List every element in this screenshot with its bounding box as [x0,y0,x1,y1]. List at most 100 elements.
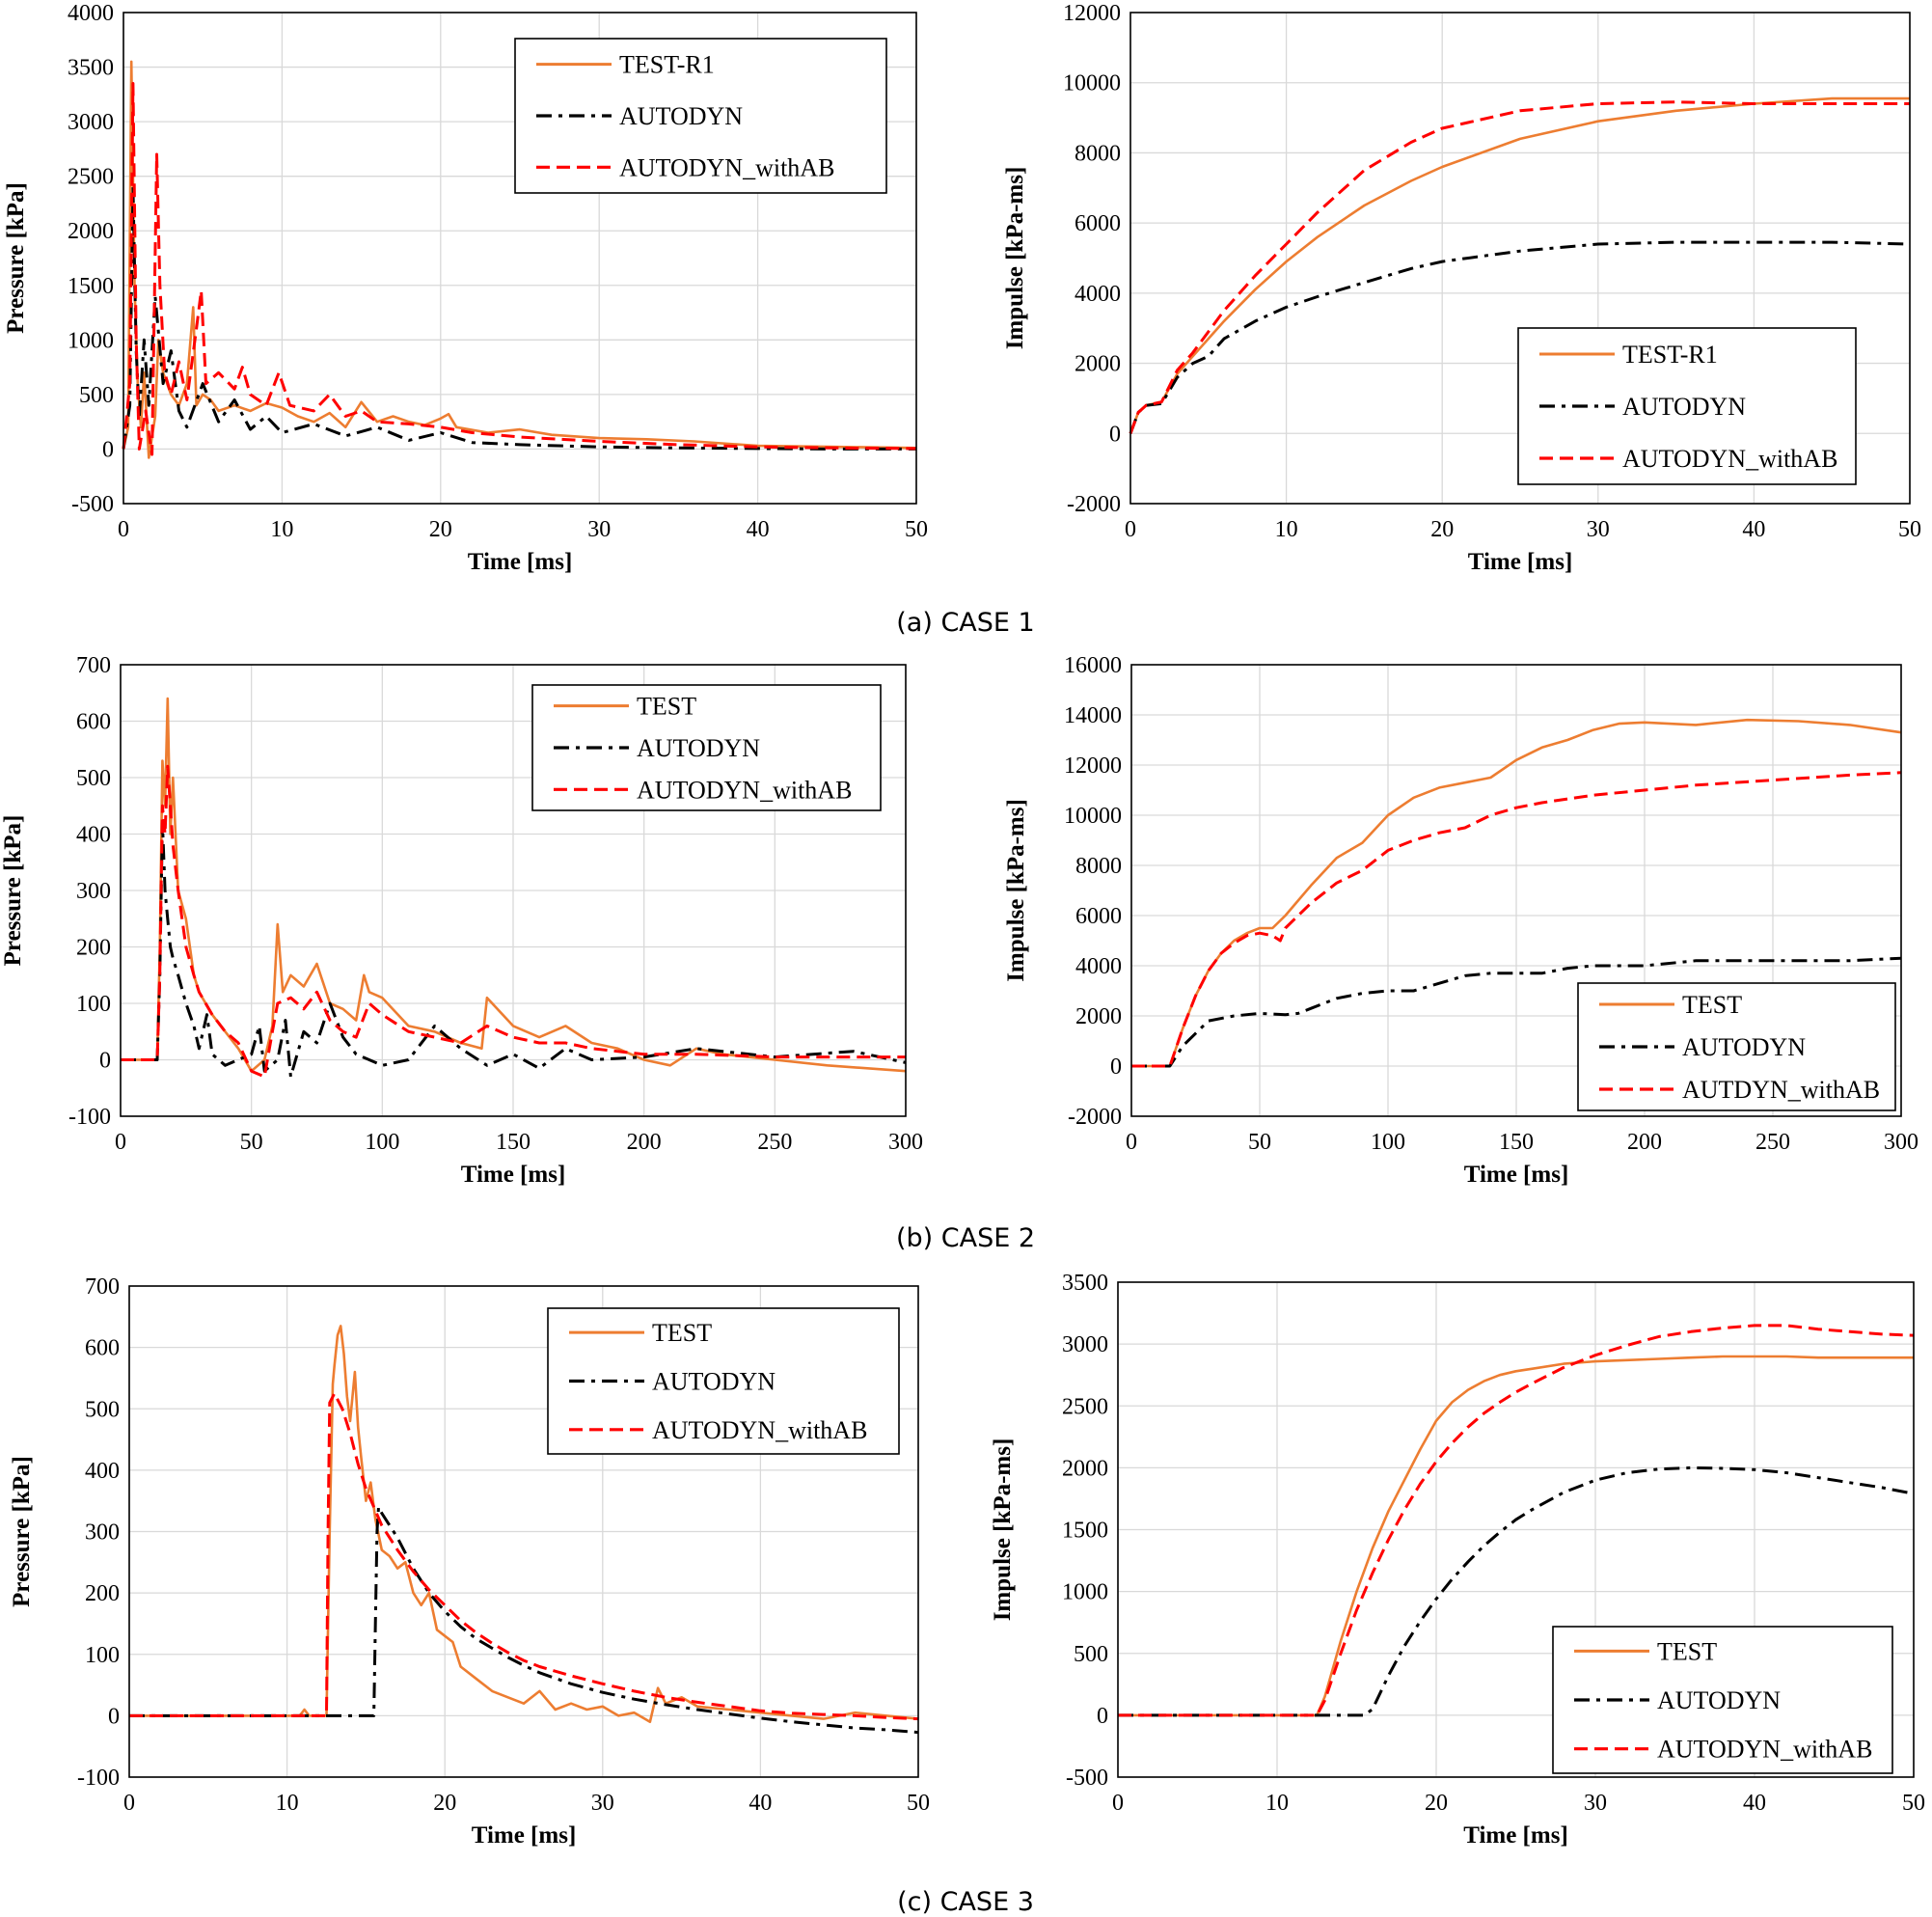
y-tick-label: 2000 [1075,1004,1122,1029]
series-line-autodyn-withab [122,82,917,456]
x-tick-label: 0 [115,1130,126,1155]
y-tick-label: 8000 [1075,854,1122,879]
legend-label: AUTODYN [1657,1686,1781,1714]
y-tick-label: 400 [85,1459,120,1484]
y-tick-label: 0 [1109,422,1121,447]
series-line-autodyn-withab [1118,1324,1915,1717]
legend: TEST-R1 AUTODYN AUTODYN_withAB [514,38,887,194]
y-tick-label: 0 [99,1049,111,1074]
y-tick-label: 700 [85,1274,120,1300]
series-line-test-r1 [122,60,917,459]
series-line-autodyn [1118,1465,1915,1717]
x-tick-label: 150 [1499,1130,1534,1155]
legend-label: AUTODYN_withAB [637,776,852,804]
y-tick-label: 0 [1097,1704,1108,1729]
y-tick-label: -2000 [1067,492,1121,517]
legend-label: TEST [1682,991,1742,1019]
y-tick-label: 6000 [1075,211,1121,236]
y-tick-label: 100 [85,1643,120,1668]
series-line-test [1118,1355,1914,1717]
x-tick-label: 40 [1742,517,1765,542]
legend-label: TEST [637,693,696,721]
chart-case2-impulse: 0 50 100 150 200 250 300-200002000400060008000… [1003,653,1918,1188]
y-tick-label: 6000 [1075,904,1122,929]
x-tick-label: 50 [1248,1130,1271,1155]
legend-label: TEST [652,1319,712,1347]
y-tick-label: 12000 [1063,1,1121,26]
legend-label: AUTODYN_withAB [1622,445,1837,473]
y-tick-label: 2000 [1062,1456,1108,1481]
y-axis-title: Impulse [kPa-ms] [1002,167,1028,350]
y-tick-label: 0 [108,1704,120,1729]
legend-label: AUTODYN [652,1368,776,1396]
y-tick-label: 3000 [68,110,114,135]
x-tick-label: 30 [591,1791,614,1816]
caption-case-2: (b) CASE 2 [896,1223,1035,1253]
legend-label: AUTODYN [1622,393,1746,421]
series-line-test [121,697,907,1073]
legend-label: TEST-R1 [1622,341,1718,369]
x-tick-label: 40 [747,517,770,542]
y-tick-label: 600 [76,710,111,735]
y-tick-label: 200 [76,936,111,961]
y-tick-label: 2000 [1075,352,1121,377]
y-tick-label: 14000 [1064,703,1122,728]
x-tick-label: 150 [496,1130,531,1155]
legend: TEST AUTODYN AUTODYN_withAB [531,684,882,811]
series-line-autodyn [1131,956,1902,1068]
legend-label: AUTODYN [619,102,743,130]
y-tick-label: 1500 [68,274,114,299]
series-line-autodyn [122,185,916,451]
y-tick-label: 10000 [1064,804,1122,829]
legend-label: TEST [1657,1637,1717,1665]
x-tick-label: 10 [270,517,293,542]
y-tick-label: 4000 [68,1,114,26]
x-tick-label: 200 [1627,1130,1662,1155]
x-tick-label: 20 [1430,517,1454,542]
y-tick-label: 1000 [1062,1580,1108,1605]
x-tick-label: 250 [757,1130,792,1155]
series-line-test [129,1325,919,1723]
plot-frame [1130,664,1902,1117]
y-tick-label: 700 [76,653,111,678]
y-tick-label: 300 [76,879,111,904]
chart-case1-impulse: 0 10 20 30 40 50-2000020004000600080001000012… [1002,1,1921,575]
x-tick-label: 0 [1126,1130,1137,1155]
x-tick-label: 100 [365,1130,399,1155]
x-tick-label: 50 [905,517,928,542]
series-line-autodyn-withab [1129,100,1910,434]
series-line-autodyn-withab [121,764,906,1079]
y-axis-title: Impulse [kPa-ms] [990,1438,1016,1622]
plot-frame [1129,12,1911,505]
legend: TEST AUTODYN AUTDYN_withAB [1577,982,1896,1111]
x-tick-label: 10 [276,1791,299,1816]
y-tick-label: 3000 [1062,1332,1108,1357]
y-tick-label: 8000 [1075,141,1121,166]
y-tick-label: 0 [102,437,114,462]
plot-frame [120,664,907,1117]
x-tick-label: 300 [888,1130,923,1155]
y-tick-label: 0 [1110,1054,1122,1080]
y-tick-label: 300 [85,1520,120,1546]
series-line-autodyn [1129,240,1911,434]
y-axis-title: Impulse [kPa-ms] [1003,799,1029,982]
y-tick-label: -100 [77,1766,120,1791]
y-tick-label: 16000 [1064,653,1122,678]
x-tick-label: 50 [1902,1791,1925,1816]
y-tick-label: 600 [85,1336,120,1361]
y-tick-label: 3500 [1062,1271,1108,1296]
plot-frame [128,1285,919,1778]
x-axis-title: Time [ms] [1468,549,1573,575]
plot-frame [122,12,917,505]
y-tick-label: 100 [76,992,111,1017]
x-tick-label: 50 [907,1791,930,1816]
legend-label: TEST-R1 [619,51,715,79]
x-tick-label: 0 [1125,517,1136,542]
x-axis-title: Time [ms] [1464,1162,1569,1188]
y-tick-label: -100 [68,1105,111,1130]
x-axis-title: Time [ms] [461,1162,566,1188]
x-axis-title: Time [ms] [468,549,573,575]
y-tick-label: 10000 [1063,71,1121,96]
x-tick-label: 0 [123,1791,135,1816]
x-axis-title: Time [ms] [1463,1822,1568,1849]
